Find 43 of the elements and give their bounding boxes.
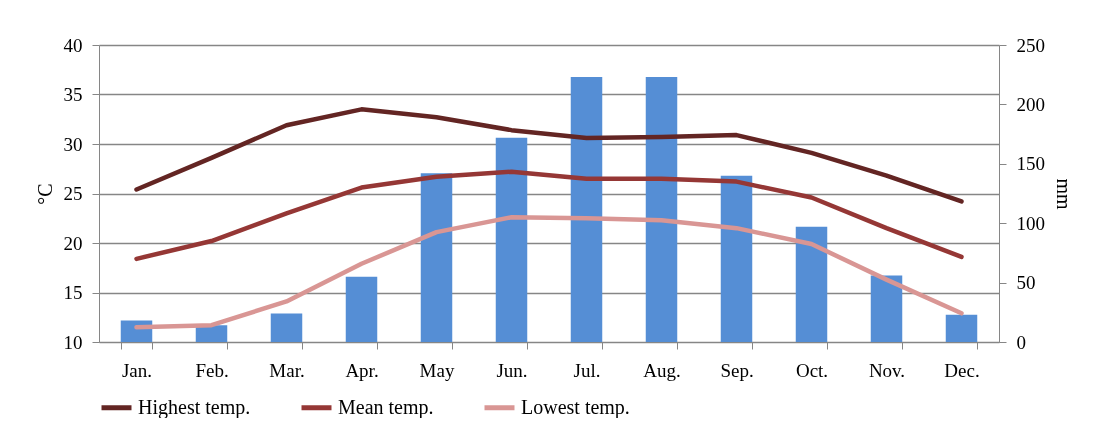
bar: [720, 175, 753, 342]
x-tick-label: Mar.: [269, 359, 305, 381]
bar: [345, 276, 378, 342]
bar: [945, 314, 978, 342]
x-tick-label: Aug.: [643, 359, 681, 381]
x-tick-label: May: [419, 359, 455, 381]
y-tick-label: 35: [63, 84, 83, 105]
x-tick-label: Oct.: [795, 359, 829, 381]
y-tick-label: 15: [63, 282, 83, 303]
y-tick-label: 10: [63, 331, 83, 353]
y-tick-label: 30: [63, 133, 83, 155]
y2-tick-label: 150: [1016, 153, 1045, 175]
bar: [270, 313, 303, 342]
y2-axis-title: mm: [1053, 178, 1075, 210]
x-tick-label: Feb.: [195, 359, 229, 381]
y-tick-label: 25: [63, 183, 83, 204]
bar: [570, 77, 603, 342]
y-axis-title: °C: [33, 183, 56, 205]
line-series: [134, 107, 964, 204]
y-tick-label: 40: [63, 34, 83, 56]
line-series: [134, 169, 964, 262]
x-tick-label: Apr.: [345, 359, 379, 381]
bar: [495, 137, 528, 342]
x-tick-label: Jan.: [121, 359, 153, 381]
bar: [795, 226, 828, 342]
line-series: [134, 215, 964, 330]
x-tick-label: Dec.: [944, 359, 980, 381]
x-tick-label: Jun.: [496, 359, 528, 381]
x-tick-label: Sep.: [720, 359, 754, 381]
y2-tick-label: 200: [1016, 93, 1045, 115]
y2-tick-label: 0: [1016, 331, 1026, 353]
legend-label: Highest temp.: [138, 395, 251, 419]
bar: [870, 275, 903, 342]
legend-label: Mean temp.: [338, 395, 434, 419]
bar: [420, 173, 453, 342]
y2-tick-label: 250: [1016, 34, 1045, 56]
y-tick-label: 20: [63, 232, 83, 254]
legend-label: Lowest temp.: [521, 395, 630, 419]
x-tick-label: Jul.: [573, 359, 601, 381]
x-tick-label: Nov.: [868, 359, 906, 381]
y2-tick-label: 100: [1016, 212, 1045, 234]
bar: [645, 77, 678, 342]
y2-tick-label: 50: [1016, 272, 1036, 294]
